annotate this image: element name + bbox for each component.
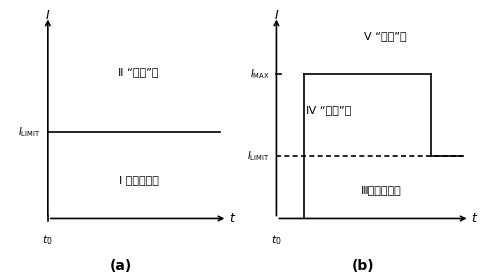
Text: $t_0$: $t_0$: [271, 233, 282, 247]
Text: $I_{\mathrm{MAX}}$: $I_{\mathrm{MAX}}$: [250, 67, 270, 81]
Text: t: t: [229, 212, 234, 225]
Text: Ⅳ “屏蔽”区: Ⅳ “屏蔽”区: [306, 105, 351, 115]
Text: Ⅱ “中断”区: Ⅱ “中断”区: [119, 67, 159, 77]
Text: $t_0$: $t_0$: [43, 233, 53, 247]
Text: I: I: [46, 9, 50, 22]
Text: Ⅲ正常工作区: Ⅲ正常工作区: [361, 185, 401, 195]
Text: $I_{\mathrm{LIMIT}}$: $I_{\mathrm{LIMIT}}$: [18, 125, 41, 139]
Text: Ⅰ 正常工作区: Ⅰ 正常工作区: [119, 175, 159, 185]
Text: $I_{\mathrm{LIMIT}}$: $I_{\mathrm{LIMIT}}$: [247, 149, 270, 163]
Text: I: I: [274, 9, 278, 22]
Text: V “中断”区: V “中断”区: [364, 31, 407, 41]
Text: (b): (b): [351, 259, 374, 273]
Text: (a): (a): [109, 259, 132, 273]
Text: t: t: [471, 212, 476, 225]
